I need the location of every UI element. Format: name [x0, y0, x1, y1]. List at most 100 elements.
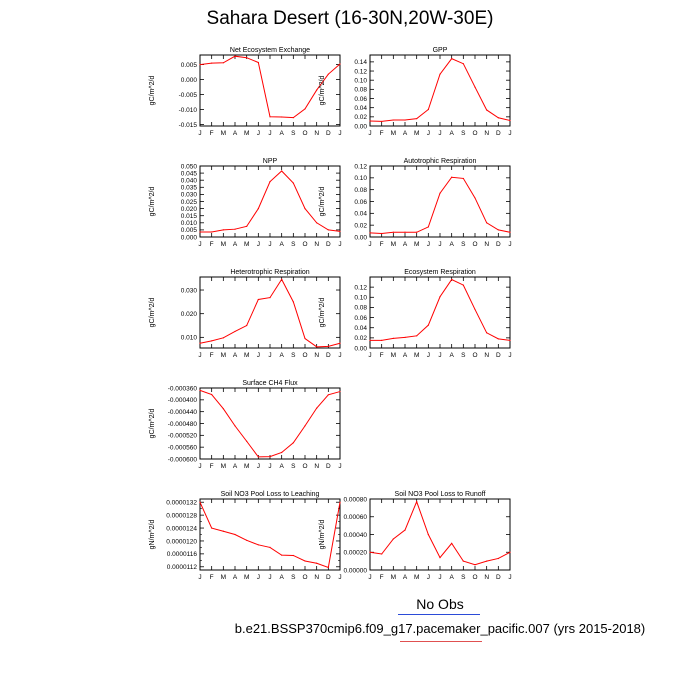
- y-tick-label: -0.000400: [168, 397, 198, 404]
- plot-frame: [369, 54, 511, 127]
- x-tick-label: F: [380, 130, 384, 137]
- data-point: [234, 330, 236, 333]
- data-point: [304, 560, 306, 562]
- x-tick-label: S: [461, 574, 466, 581]
- y-tick-label: 0.02: [354, 114, 367, 121]
- data-point: [474, 86, 476, 88]
- data-point: [369, 339, 371, 341]
- data-point: [486, 109, 488, 111]
- x-tick-label: M: [244, 352, 249, 359]
- data-point: [327, 229, 329, 231]
- data-point: [281, 451, 283, 454]
- data-point: [292, 182, 294, 184]
- data-point: [199, 389, 201, 391]
- x-tick-label: M: [244, 463, 249, 470]
- data-point: [292, 554, 294, 557]
- data-point: [416, 118, 418, 120]
- x-tick-label: A: [279, 574, 284, 581]
- data-point: [439, 296, 441, 298]
- x-tick-label: D: [496, 241, 501, 248]
- x-tick-label: F: [210, 130, 214, 137]
- data-point: [327, 566, 329, 569]
- plot-frame: [369, 165, 511, 238]
- data-point: [497, 117, 499, 119]
- x-tick-label: D: [496, 352, 501, 359]
- series-line: [369, 58, 511, 122]
- data-point: [234, 533, 236, 536]
- data-point: [439, 192, 441, 194]
- x-tick-label: J: [427, 130, 430, 137]
- x-tick-label: F: [210, 574, 214, 581]
- obs-label: No Obs: [416, 596, 464, 612]
- x-tick-label: J: [268, 463, 271, 470]
- x-tick-label: M: [244, 241, 249, 248]
- x-tick-label: M: [414, 241, 419, 248]
- data-point: [222, 530, 224, 532]
- x-tick-label: A: [403, 241, 408, 248]
- y-tick-label: 0.06: [354, 96, 367, 103]
- y-tick-label: 0.000: [181, 234, 198, 241]
- x-tick-label: D: [326, 574, 331, 581]
- data-point: [257, 61, 259, 64]
- y-tick-label: 0.04: [354, 325, 367, 332]
- data-point: [292, 301, 294, 303]
- plot-frame: [369, 498, 511, 571]
- data-point: [369, 551, 371, 553]
- data-point: [474, 197, 476, 199]
- x-tick-label: O: [472, 352, 477, 359]
- x-tick-label: M: [391, 241, 396, 248]
- data-point: [246, 57, 248, 59]
- x-tick-label: N: [484, 130, 489, 137]
- y-tick-label: 0.005: [181, 227, 198, 234]
- y-tick-label: 0.02: [354, 335, 367, 342]
- data-point: [509, 339, 511, 341]
- x-tick-label: N: [314, 574, 319, 581]
- y-tick-label: 0.050: [181, 163, 198, 170]
- data-point: [234, 55, 236, 57]
- y-tick-label: 0.00000: [344, 567, 368, 574]
- data-point: [486, 332, 488, 334]
- x-tick-label: S: [291, 463, 296, 470]
- chart-panel: Autotrophic Respiration gC/m^2/d 0.00 0.02 0…: [319, 158, 512, 248]
- x-tick-label: J: [338, 352, 341, 359]
- data-point: [392, 337, 394, 339]
- y-tick-label: 0.0000128: [166, 512, 197, 519]
- x-tick-label: O: [472, 574, 477, 581]
- x-tick-label: A: [403, 574, 408, 581]
- x-tick-label: A: [403, 352, 408, 359]
- chart-panel: NPP gC/m^2/d 0.0000.0050.0100.0150.0200.02…: [149, 158, 342, 248]
- y-tick-label: 0.00040: [344, 532, 368, 539]
- x-tick-label: A: [233, 574, 238, 581]
- data-point: [451, 278, 453, 281]
- panel-title: Net Ecosystem Exchange: [230, 47, 310, 54]
- data-point: [462, 284, 464, 286]
- data-point: [234, 425, 236, 427]
- x-tick-label: M: [244, 574, 249, 581]
- data-point: [211, 231, 213, 233]
- data-point: [392, 231, 394, 233]
- y-tick-label: 0.015: [181, 213, 198, 220]
- y-tick-label: 0.00: [354, 123, 367, 130]
- data-point: [339, 63, 341, 65]
- chart-panel: Net Ecosystem Exchange gC/m^2/d 0.005 0.000…: [149, 47, 342, 137]
- y-tick-label: 0.00060: [344, 514, 368, 521]
- data-point: [439, 73, 441, 75]
- y-tick-label: 0.08: [354, 305, 367, 312]
- y-tick-label: 0.04: [354, 105, 367, 112]
- x-tick-label: F: [210, 352, 214, 359]
- panel-title: Soil NO3 Pool Loss to Leaching: [221, 491, 320, 498]
- data-point: [222, 229, 224, 231]
- x-tick-label: M: [414, 130, 419, 137]
- x-tick-label: A: [279, 463, 284, 470]
- x-tick-label: O: [302, 352, 307, 359]
- y-tick-label: 0.020: [181, 311, 198, 318]
- data-point: [211, 340, 213, 342]
- data-point: [257, 456, 259, 458]
- y-tick-label: 0.030: [181, 192, 198, 199]
- data-point: [281, 278, 283, 280]
- x-tick-label: J: [268, 241, 271, 248]
- data-point: [222, 337, 224, 339]
- x-tick-label: N: [484, 574, 489, 581]
- x-tick-label: O: [472, 130, 477, 137]
- x-tick-label: A: [449, 130, 454, 137]
